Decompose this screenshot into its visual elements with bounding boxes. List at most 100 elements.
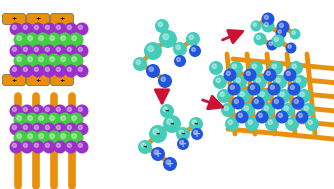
Circle shape <box>284 68 297 81</box>
Circle shape <box>264 106 269 111</box>
Circle shape <box>272 64 277 68</box>
Circle shape <box>20 105 33 118</box>
Circle shape <box>9 44 22 57</box>
Circle shape <box>233 75 247 89</box>
Circle shape <box>260 92 265 97</box>
Circle shape <box>234 99 238 103</box>
Text: +: + <box>11 16 17 22</box>
Circle shape <box>68 33 84 47</box>
Circle shape <box>56 143 60 147</box>
FancyBboxPatch shape <box>26 74 49 85</box>
Circle shape <box>67 67 71 71</box>
Circle shape <box>269 61 283 75</box>
Circle shape <box>46 112 61 128</box>
Circle shape <box>50 36 54 40</box>
Circle shape <box>67 47 71 51</box>
Circle shape <box>212 64 216 68</box>
Circle shape <box>45 107 49 112</box>
Text: +: + <box>59 77 64 83</box>
Circle shape <box>61 134 65 139</box>
Circle shape <box>17 134 21 139</box>
Circle shape <box>61 36 65 40</box>
Circle shape <box>45 25 49 29</box>
Text: +: + <box>59 16 64 22</box>
Circle shape <box>250 20 262 32</box>
Circle shape <box>221 103 235 117</box>
Circle shape <box>64 22 77 36</box>
Circle shape <box>194 131 197 134</box>
Circle shape <box>229 61 243 75</box>
Circle shape <box>247 83 261 95</box>
Circle shape <box>24 112 39 128</box>
Circle shape <box>72 57 76 62</box>
Circle shape <box>61 57 65 62</box>
Circle shape <box>224 106 228 111</box>
Circle shape <box>53 64 66 77</box>
Circle shape <box>246 71 250 75</box>
Circle shape <box>39 36 43 40</box>
Circle shape <box>267 40 278 50</box>
Circle shape <box>288 45 291 48</box>
Circle shape <box>216 78 220 82</box>
Circle shape <box>253 75 267 89</box>
Circle shape <box>300 92 305 97</box>
Circle shape <box>50 134 54 139</box>
Circle shape <box>53 22 66 36</box>
Circle shape <box>241 103 255 117</box>
Circle shape <box>67 107 71 112</box>
Circle shape <box>257 89 271 103</box>
Circle shape <box>189 35 193 40</box>
Circle shape <box>249 61 263 75</box>
Circle shape <box>243 68 257 81</box>
Text: -: - <box>194 119 198 129</box>
Circle shape <box>13 112 28 128</box>
Circle shape <box>226 71 230 75</box>
Circle shape <box>42 105 55 118</box>
Circle shape <box>46 130 61 146</box>
Circle shape <box>53 140 66 153</box>
Circle shape <box>28 57 32 62</box>
Circle shape <box>296 78 301 82</box>
Circle shape <box>274 99 279 103</box>
Circle shape <box>286 43 297 53</box>
Circle shape <box>56 107 60 112</box>
Circle shape <box>308 120 313 125</box>
Circle shape <box>192 120 196 125</box>
FancyBboxPatch shape <box>2 13 25 25</box>
Circle shape <box>253 23 257 26</box>
Text: +: + <box>193 129 201 139</box>
Circle shape <box>228 120 232 125</box>
Circle shape <box>155 19 169 33</box>
Circle shape <box>250 85 255 89</box>
Circle shape <box>72 134 76 139</box>
Circle shape <box>163 34 169 40</box>
Circle shape <box>24 53 39 68</box>
Circle shape <box>46 53 61 68</box>
Circle shape <box>42 122 55 136</box>
Circle shape <box>244 106 248 111</box>
Circle shape <box>301 103 315 117</box>
Circle shape <box>56 125 60 129</box>
Circle shape <box>17 57 21 62</box>
Circle shape <box>269 42 273 45</box>
Circle shape <box>12 47 16 51</box>
Circle shape <box>144 42 162 60</box>
Circle shape <box>227 83 240 95</box>
Circle shape <box>146 64 160 78</box>
Circle shape <box>158 74 172 88</box>
Circle shape <box>290 85 295 89</box>
Circle shape <box>56 47 60 51</box>
Circle shape <box>292 64 297 68</box>
Circle shape <box>230 85 234 89</box>
Circle shape <box>268 120 273 125</box>
Circle shape <box>12 25 16 29</box>
Circle shape <box>34 47 38 51</box>
Circle shape <box>149 125 167 143</box>
Circle shape <box>53 44 66 57</box>
Circle shape <box>31 105 44 118</box>
Circle shape <box>138 140 152 154</box>
Circle shape <box>42 22 55 36</box>
Circle shape <box>252 97 265 109</box>
Circle shape <box>53 105 66 118</box>
Circle shape <box>64 105 77 118</box>
